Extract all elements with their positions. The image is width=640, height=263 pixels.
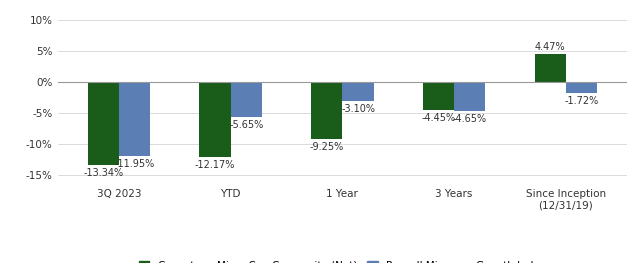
Bar <box>566 82 597 93</box>
Bar <box>200 82 230 157</box>
Text: 4.47%: 4.47% <box>535 42 566 52</box>
Text: -12.17%: -12.17% <box>195 160 236 170</box>
Text: -9.25%: -9.25% <box>310 142 344 152</box>
Bar <box>311 82 342 139</box>
Bar <box>230 82 262 117</box>
Bar <box>534 54 566 82</box>
Text: -13.34%: -13.34% <box>83 168 124 178</box>
Bar <box>423 82 454 110</box>
Bar <box>88 82 119 165</box>
Legend: Conestoga Micro Cap Composite (Net), Russell Microcap Growth Index: Conestoga Micro Cap Composite (Net), Rus… <box>139 261 546 263</box>
Text: -4.65%: -4.65% <box>452 114 487 124</box>
Text: -4.45%: -4.45% <box>421 113 456 123</box>
Text: -1.72%: -1.72% <box>564 96 598 106</box>
Bar <box>454 82 485 111</box>
Bar <box>119 82 150 156</box>
Bar <box>342 82 374 101</box>
Text: -5.65%: -5.65% <box>229 120 264 130</box>
Text: -11.95%: -11.95% <box>115 159 155 169</box>
Text: -3.10%: -3.10% <box>341 104 375 114</box>
